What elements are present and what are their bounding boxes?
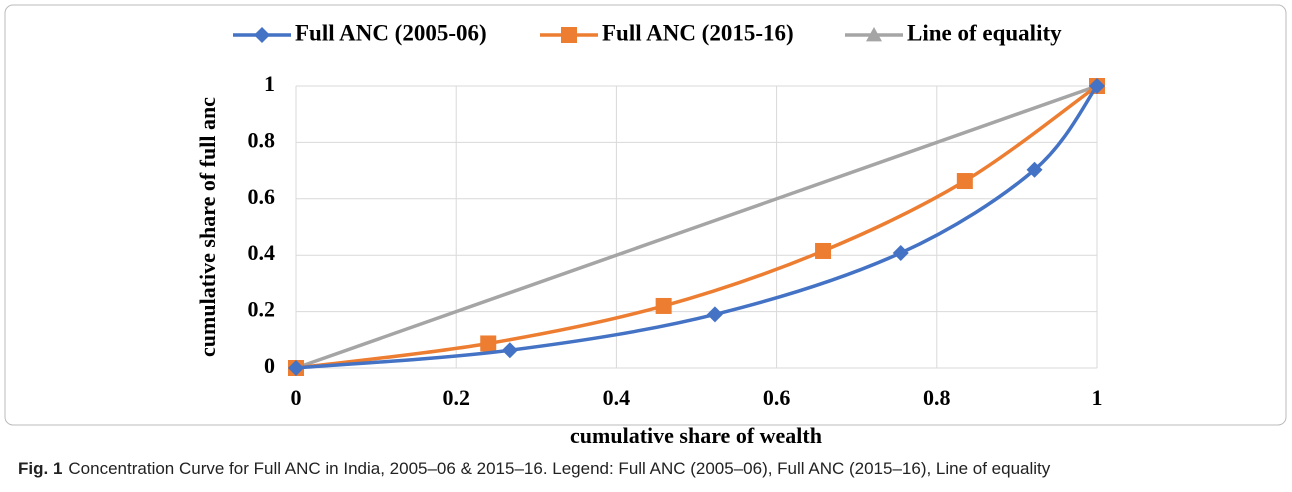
marker (892, 244, 909, 261)
legend-label: Full ANC (2015-16) (602, 20, 794, 45)
y-tick-label: 0.2 (248, 297, 276, 322)
x-tick-label: 0.2 (442, 385, 470, 410)
marker (956, 173, 973, 190)
series-line (295, 84, 1099, 370)
marker (815, 242, 832, 259)
y-tick-label: 1 (264, 71, 275, 96)
x-tick-label: 1 (1092, 385, 1103, 410)
series-line (295, 84, 1098, 370)
marker (1089, 78, 1105, 94)
y-tick-label: 0 (264, 353, 275, 378)
caption-text: Concentration Curve for Full ANC in Indi… (68, 459, 1050, 478)
legend-label: Full ANC (2005-06) (295, 20, 487, 45)
marker (480, 335, 497, 352)
marker (655, 297, 672, 314)
x-tick-label: 0 (291, 385, 302, 410)
x-tick-label: 0.6 (763, 385, 791, 410)
marker (706, 306, 723, 323)
x-axis-title: cumulative share of wealth (570, 423, 822, 448)
y-axis-title: cumulative share of full anc (195, 97, 220, 357)
marker (866, 27, 882, 42)
marker (501, 342, 518, 359)
y-tick-label: 0.6 (248, 184, 276, 209)
chart-frame (4, 4, 1287, 426)
caption-label: Fig. 1 (18, 459, 62, 478)
caption: Fig. 1 Concentration Curve for Full ANC i… (18, 459, 1051, 478)
y-tick-label: 0.8 (248, 127, 276, 152)
x-tick-label: 0.8 (923, 385, 951, 410)
y-tick-label: 0.4 (248, 240, 276, 265)
x-tick-label: 0.4 (603, 385, 631, 410)
marker (561, 27, 577, 43)
marker (1026, 161, 1043, 178)
marker (288, 360, 304, 376)
marker (254, 27, 270, 43)
legend-label: Line of equality (907, 20, 1062, 45)
